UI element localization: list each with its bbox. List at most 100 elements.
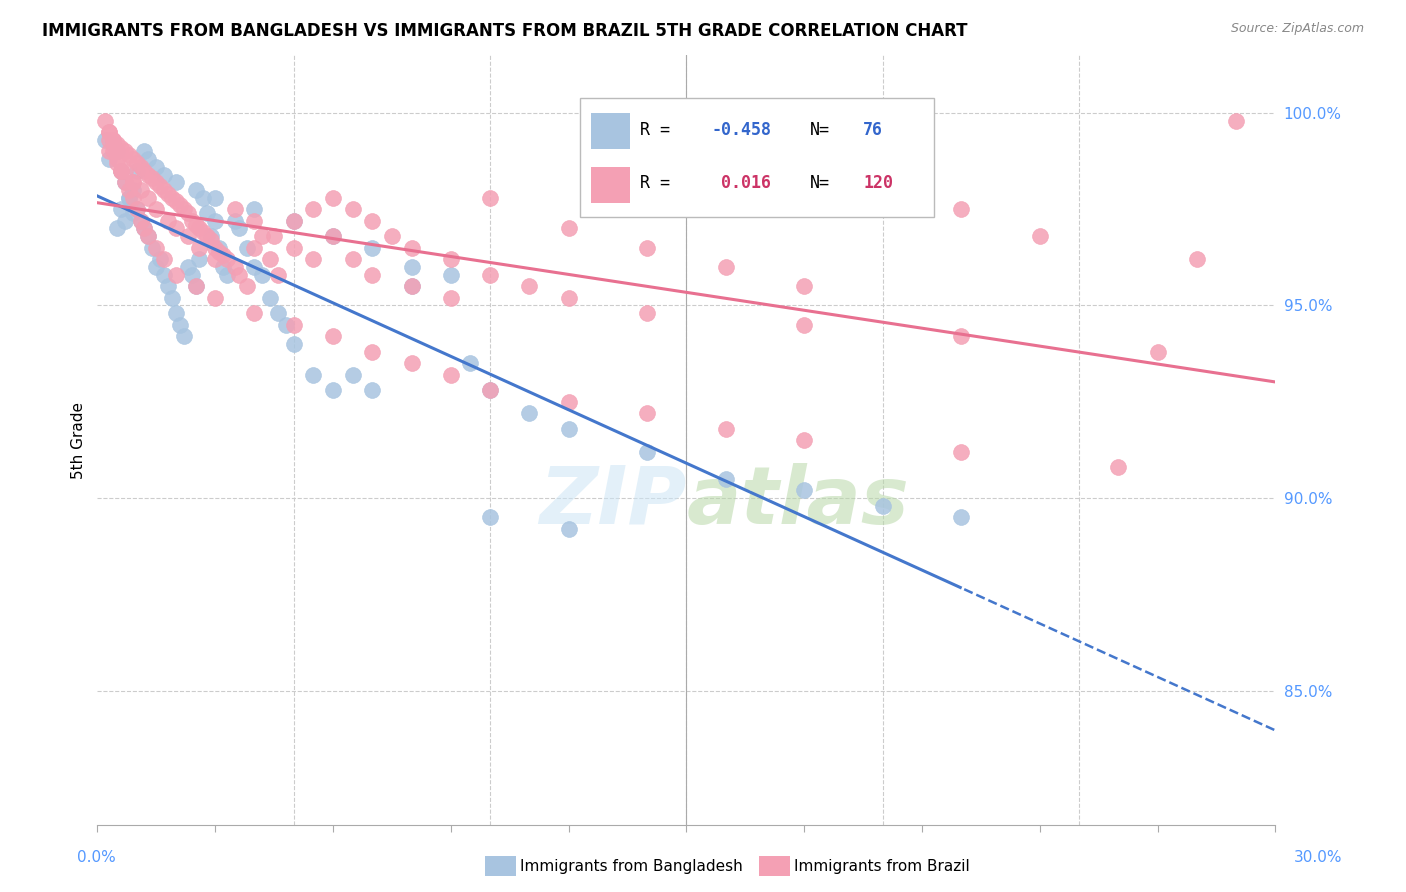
Point: [101, 136, 124, 151]
Point: [252, 229, 274, 244]
Point: [361, 383, 384, 397]
Point: [460, 356, 482, 370]
Point: [125, 156, 148, 170]
Point: [243, 213, 266, 227]
Point: [184, 218, 207, 232]
Point: [243, 241, 266, 255]
Point: [440, 252, 463, 267]
Point: [153, 268, 176, 282]
Point: [950, 445, 973, 459]
Point: [98, 125, 121, 139]
Point: [134, 145, 156, 159]
Point: [283, 213, 305, 227]
Point: [401, 241, 423, 255]
Point: [138, 191, 160, 205]
Point: [101, 133, 124, 147]
Point: [263, 229, 285, 244]
Point: [105, 152, 128, 166]
Point: [714, 422, 737, 436]
Point: [322, 229, 344, 244]
Point: [212, 260, 235, 274]
Point: [98, 125, 121, 139]
Point: [114, 163, 136, 178]
Point: [440, 268, 463, 282]
Point: [793, 318, 815, 332]
Point: [105, 145, 128, 159]
Point: [110, 140, 132, 154]
Point: [129, 160, 152, 174]
Point: [557, 522, 579, 536]
Point: [176, 260, 198, 274]
Point: [121, 175, 143, 189]
Point: [110, 163, 132, 178]
Point: [114, 213, 136, 227]
Point: [149, 252, 172, 267]
Point: [714, 260, 737, 274]
Point: [228, 221, 250, 235]
Point: [872, 183, 894, 197]
Point: [94, 113, 117, 128]
Point: [215, 252, 238, 267]
Point: [141, 171, 163, 186]
Point: [872, 499, 894, 513]
Point: [636, 406, 658, 420]
Point: [235, 241, 257, 255]
Text: 0.0%: 0.0%: [77, 850, 117, 865]
Point: [180, 268, 202, 282]
Point: [714, 472, 737, 486]
Point: [114, 175, 136, 189]
Point: [184, 183, 207, 197]
Point: [105, 221, 128, 235]
Point: [134, 221, 156, 235]
Point: [110, 202, 132, 217]
Point: [149, 179, 172, 194]
Point: [283, 318, 305, 332]
Point: [173, 202, 195, 217]
Point: [101, 145, 124, 159]
Point: [322, 329, 344, 343]
Point: [141, 241, 163, 255]
Point: [165, 221, 187, 235]
Point: [479, 383, 502, 397]
Point: [153, 168, 176, 182]
Point: [557, 422, 579, 436]
Point: [224, 213, 246, 227]
Point: [114, 175, 136, 189]
Point: [121, 152, 143, 166]
Point: [208, 241, 231, 255]
Point: [401, 279, 423, 293]
Point: [129, 213, 152, 227]
Point: [342, 252, 364, 267]
Point: [145, 241, 167, 255]
Point: [138, 152, 160, 166]
Point: [193, 225, 215, 239]
Point: [98, 133, 121, 147]
Text: atlas: atlas: [686, 463, 910, 541]
Point: [793, 483, 815, 498]
Point: [204, 291, 226, 305]
Point: [138, 168, 160, 182]
Point: [121, 206, 143, 220]
Point: [110, 163, 132, 178]
Point: [361, 268, 384, 282]
Point: [160, 191, 183, 205]
Point: [267, 268, 290, 282]
Point: [557, 291, 579, 305]
Point: [169, 198, 191, 212]
Point: [361, 344, 384, 359]
Point: [950, 329, 973, 343]
Point: [283, 241, 305, 255]
Point: [204, 241, 226, 255]
Point: [165, 175, 187, 189]
Point: [188, 241, 211, 255]
Point: [361, 241, 384, 255]
Point: [114, 145, 136, 159]
Point: [138, 229, 160, 244]
Point: [440, 368, 463, 382]
Point: [224, 260, 246, 274]
Point: [243, 202, 266, 217]
Point: [1107, 460, 1129, 475]
Point: [118, 148, 141, 162]
Point: [153, 183, 176, 197]
Point: [110, 163, 132, 178]
